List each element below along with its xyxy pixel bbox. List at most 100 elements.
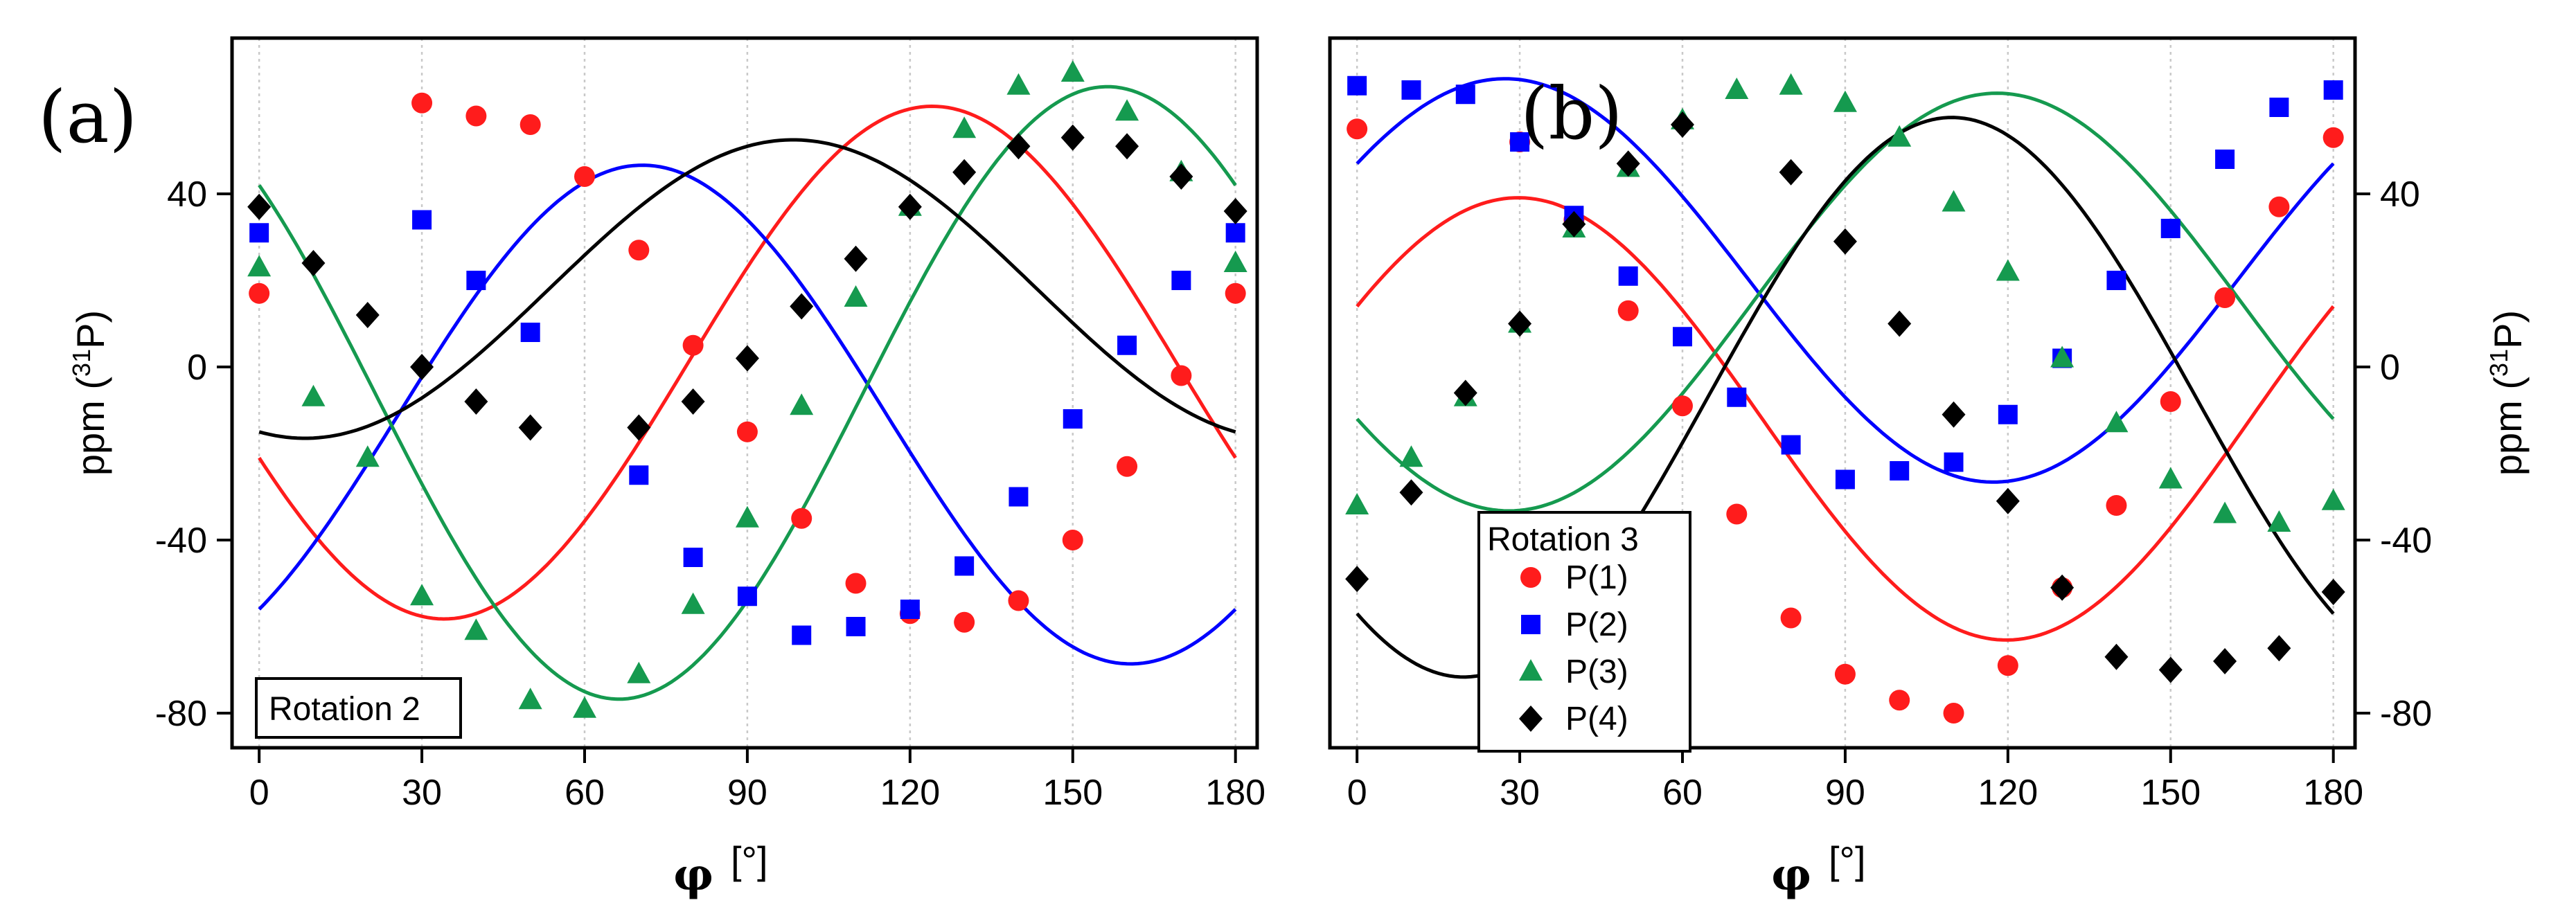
data-markers-b	[1345, 73, 2345, 724]
data-point-circle	[519, 114, 541, 135]
data-point-diamond	[518, 414, 542, 441]
data-point-circle	[1117, 456, 1138, 477]
data-point-diamond	[952, 159, 977, 186]
legend-entry-label: P(3)	[1565, 654, 1628, 690]
data-point-circle	[574, 166, 595, 187]
x-axis-symbol-b: φ	[1771, 849, 1811, 901]
fit-curve	[1356, 196, 2335, 642]
data-point-square	[520, 323, 540, 342]
data-point-circle	[249, 282, 270, 304]
data-point-triangle	[1779, 73, 1803, 95]
data-point-diamond	[1833, 228, 1857, 255]
data-point-square	[737, 586, 757, 607]
data-point-square	[2269, 98, 2289, 117]
data-point-square	[2160, 219, 2180, 238]
data-point-square	[2106, 271, 2126, 290]
y-tick-label: 0	[187, 348, 207, 388]
data-point-square	[1998, 404, 2018, 424]
data-point-diamond	[355, 302, 380, 328]
data-point-square	[1944, 452, 1964, 472]
data-point-diamond	[1562, 210, 1586, 237]
data-point-circle	[1780, 607, 1802, 629]
data-point-circle	[2106, 495, 2127, 516]
data-point-triangle	[1942, 190, 1966, 212]
data-point-diamond	[1887, 310, 1912, 337]
y-tick-label: 40	[167, 174, 207, 215]
legend-a: Rotation 2	[255, 677, 462, 739]
data-point-circle	[682, 334, 704, 356]
data-point-circle	[1347, 118, 1368, 140]
data-point-square	[792, 625, 812, 645]
data-point-diamond	[1616, 150, 1640, 177]
data-point-square	[1347, 75, 1367, 96]
plot-frame-b	[1328, 36, 2357, 750]
data-point-diamond	[1942, 401, 1966, 428]
legend-box-a	[255, 677, 462, 739]
data-point-square	[1009, 487, 1029, 507]
data-point-triangle	[1833, 90, 1857, 112]
data-point-square	[954, 556, 975, 576]
data-point-diamond	[1115, 133, 1139, 160]
data-point-triangle	[952, 116, 977, 138]
fit-curve	[258, 104, 1237, 621]
data-point-diamond	[410, 354, 434, 380]
data-point-circle	[736, 421, 758, 442]
data-point-circle	[1225, 282, 1246, 304]
data-point-triangle	[1060, 60, 1085, 82]
data-point-square	[1510, 132, 1530, 152]
x-tick-label: 90	[727, 773, 767, 813]
y-axis-title-a: ppm (31P)	[67, 310, 113, 476]
data-point-circle	[2322, 127, 2344, 148]
data-point-circle	[1008, 590, 1029, 611]
data-point-diamond	[1996, 487, 2020, 514]
legend-entries-b: P(1) P(2) P(3) P(4)	[1519, 559, 1628, 737]
legend-entry-label: P(1)	[1565, 559, 1628, 596]
x-axis-unit-b: [°]	[1829, 838, 1866, 882]
data-point-square	[683, 548, 703, 567]
data-point-circle	[1671, 395, 1693, 417]
data-point-diamond	[1169, 163, 1193, 190]
data-point-circle	[1834, 663, 1856, 685]
x-axis-unit-a: [°]	[731, 838, 768, 882]
data-point-triangle	[681, 592, 705, 614]
data-point-triangle	[572, 696, 596, 718]
legend-entry-label: P(4)	[1565, 701, 1628, 737]
data-point-square	[1225, 223, 1245, 243]
plot-frame-a	[230, 36, 1259, 750]
data-point-circle	[2268, 196, 2290, 217]
data-point-diamond	[1345, 566, 1369, 593]
y-tick-label: 0	[2380, 348, 2400, 388]
data-point-diamond	[1670, 111, 1694, 138]
legend-marker-diamond	[1519, 706, 1543, 732]
data-point-triangle	[2321, 488, 2345, 510]
data-point-square	[2323, 80, 2343, 100]
grid-a	[258, 38, 1236, 748]
data-point-square	[1171, 271, 1191, 290]
data-point-triangle	[2213, 501, 2237, 523]
x-tick-label: 60	[565, 773, 605, 813]
legend-title-b: Rotation 3	[1487, 521, 1639, 558]
data-point-diamond	[301, 250, 326, 276]
data-point-triangle	[1115, 99, 1139, 121]
data-point-square	[1727, 387, 1747, 407]
data-point-square	[466, 271, 486, 290]
y-tick-label: -80	[2380, 694, 2432, 734]
x-axis-symbol-a: φ	[673, 849, 713, 901]
data-point-triangle	[247, 255, 272, 277]
data-point-triangle	[735, 505, 759, 528]
data-point-circle	[1171, 365, 1192, 386]
data-point-triangle	[2050, 345, 2075, 368]
data-point-circle	[1062, 530, 1083, 550]
data-point-triangle	[1223, 251, 1247, 272]
x-tick-label: 150	[1042, 773, 1103, 813]
data-point-square	[1401, 80, 1421, 100]
legend-box-b	[1477, 511, 1691, 753]
data-point-diamond	[681, 388, 705, 415]
data-point-triangle	[1006, 73, 1031, 95]
x-tick-label: 180	[2303, 773, 2363, 813]
data-point-triangle	[2158, 467, 2183, 489]
data-point-square	[1890, 461, 1910, 481]
x-tick-label: 90	[1825, 773, 1865, 813]
fit-curve	[1356, 91, 2335, 513]
